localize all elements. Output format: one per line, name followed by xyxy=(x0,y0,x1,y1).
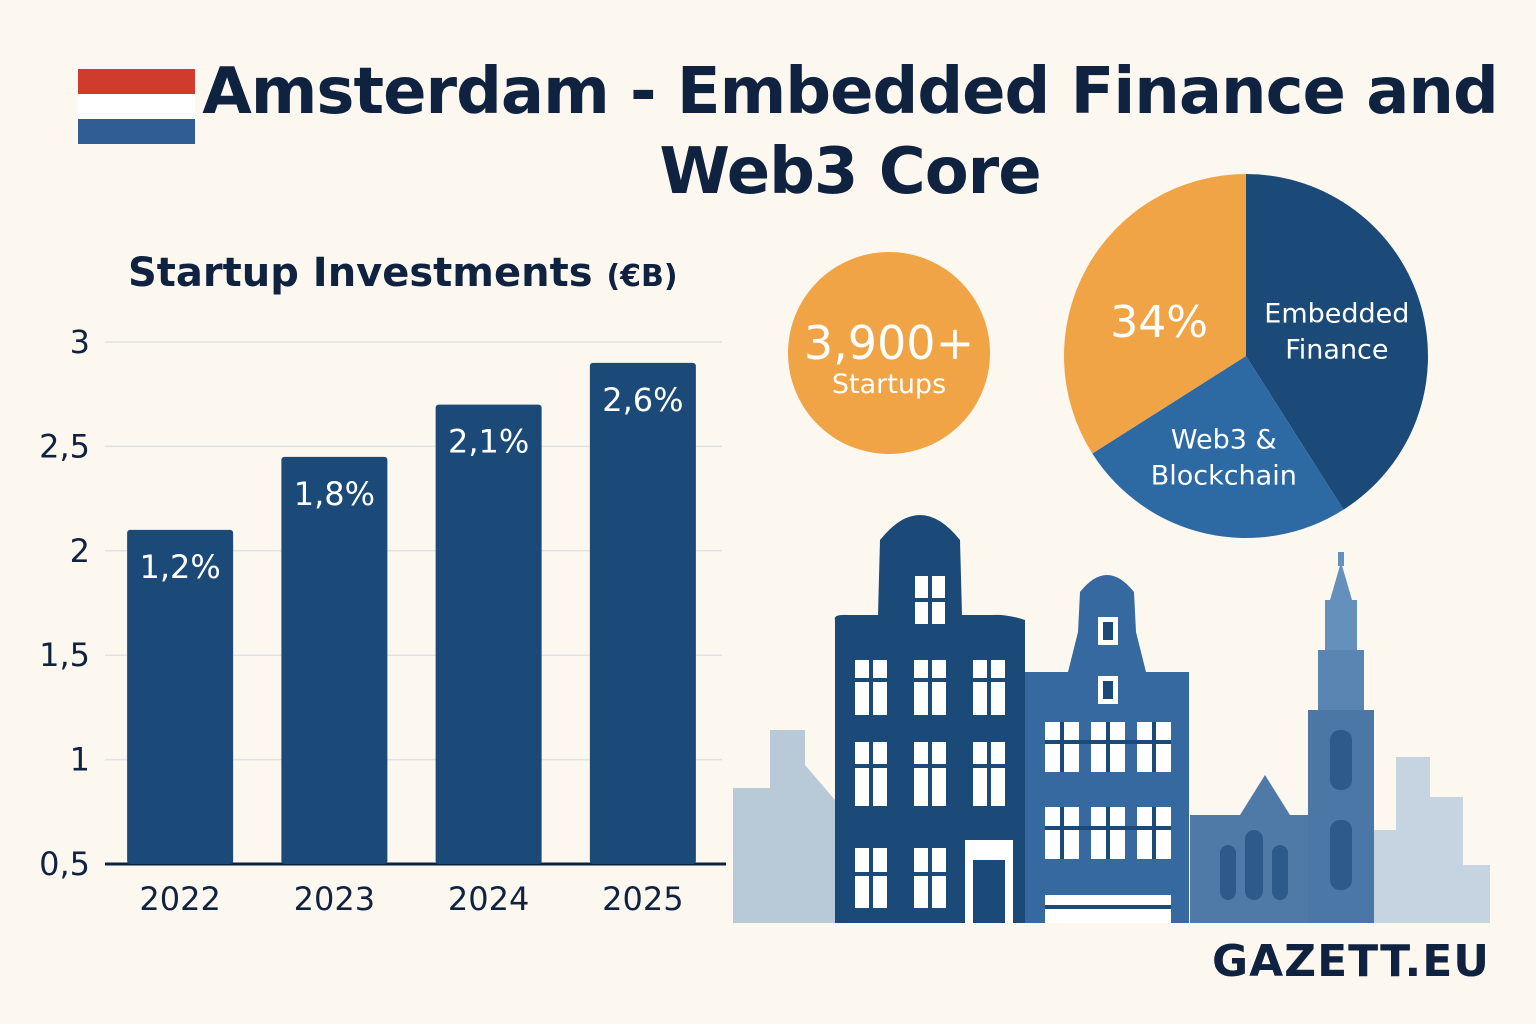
bar-data-label: 1,2% xyxy=(139,548,220,586)
bar-data-label: 2,6% xyxy=(602,381,683,419)
x-tick-label: 2023 xyxy=(294,880,375,918)
bar-data-label: 2,1% xyxy=(448,423,529,461)
y-tick-label: 2,5 xyxy=(39,427,90,465)
netherlands-flag-icon xyxy=(78,69,195,144)
bar xyxy=(127,529,234,864)
pie-slice xyxy=(1092,356,1344,538)
bar xyxy=(589,362,696,864)
x-tick-label: 2025 xyxy=(602,880,683,918)
y-tick-label: 1 xyxy=(70,741,90,779)
chart-title-unit: (€B) xyxy=(606,259,678,294)
bar xyxy=(435,404,542,864)
page-title: Amsterdam - Embedded Finance and Web3 Co… xyxy=(202,55,1499,209)
startups-stat-circle: 3,900+ Startups xyxy=(788,252,990,454)
x-tick-label: 2022 xyxy=(139,880,220,918)
chart-title-text: Startup Investments xyxy=(128,250,593,296)
amsterdam-skyline-illustration xyxy=(733,515,1490,923)
investment-bar-chart: 0,5 1 1,5 2 2,5 3 1,2% 2022 1,8% 2023 2,1% 2024 2,6%… xyxy=(39,323,726,918)
x-tick-label: 2024 xyxy=(448,880,529,918)
bar-data-label: 1,8% xyxy=(294,475,375,513)
y-tick-label: 3 xyxy=(70,323,90,361)
y-tick-label: 2 xyxy=(70,532,90,570)
startups-label: Startups xyxy=(831,369,947,400)
pie-slice-label: Embedded Finance xyxy=(1264,299,1409,366)
y-tick-label: 0,5 xyxy=(39,845,90,883)
bar xyxy=(281,456,388,864)
pie-percent-annotation: 34% xyxy=(1110,297,1208,348)
y-tick-label: 1,5 xyxy=(39,636,90,674)
startups-value: 3,900+ xyxy=(803,316,975,370)
pie-slice xyxy=(1246,174,1428,510)
pie-slice xyxy=(1064,174,1246,454)
chart-title: Startup Investments (€B) xyxy=(128,250,678,296)
pie-slice-label: Web3 & Blockchain xyxy=(1151,424,1297,491)
sector-pie-chart: Embedded Finance Web3 & Blockchain 34% xyxy=(1064,174,1428,538)
brand-logo-text: GAZETT.EU xyxy=(1212,936,1490,987)
